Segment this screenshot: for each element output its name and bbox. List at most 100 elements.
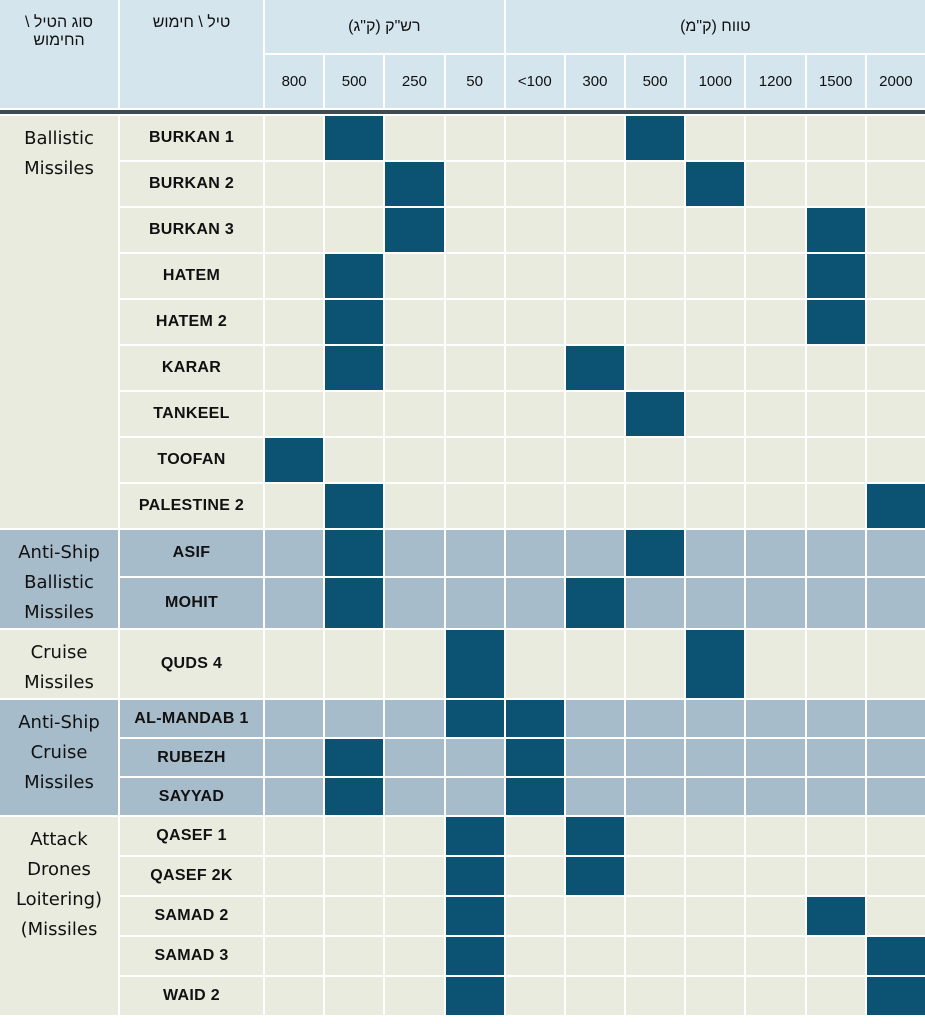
header-range-2000: 2000 <box>866 55 925 108</box>
header-range-lt100: <100 <box>505 55 564 108</box>
range-cell <box>686 116 745 160</box>
warhead-cell <box>385 392 444 436</box>
warhead-cell-filled <box>265 438 324 482</box>
range-cell <box>866 778 925 815</box>
range-cell-filled <box>806 208 865 252</box>
weapon-name: BURKAN 3 <box>120 208 263 252</box>
range-cell <box>746 484 805 528</box>
table-row: BURKAN 2 <box>0 162 925 206</box>
range-cell <box>806 630 865 698</box>
table-row: KARAR <box>0 346 925 390</box>
warhead-cell-filled <box>445 897 504 935</box>
weapon-name: MOHIT <box>120 577 263 628</box>
header-warhead-50: 50 <box>445 55 504 108</box>
warhead-cell <box>265 937 324 975</box>
weapon-name: BURKAN 2 <box>120 162 263 206</box>
range-cell <box>806 392 865 436</box>
warhead-cell-filled <box>325 484 384 528</box>
warhead-cell <box>385 530 444 576</box>
range-cell <box>746 977 805 1015</box>
header-warhead-500: 500 <box>325 55 384 108</box>
category-label-line: Missiles <box>24 772 94 793</box>
header-warhead-800: 800 <box>265 55 324 108</box>
category-label-line: Ballistic <box>24 128 94 149</box>
range-cell <box>686 208 745 252</box>
range-cell <box>626 897 685 935</box>
table-row: TANKEEL <box>0 392 925 436</box>
range-cell <box>746 857 805 895</box>
range-cell <box>746 778 805 815</box>
category-label-line: Cruise <box>30 742 88 763</box>
range-cell <box>866 116 925 160</box>
warhead-cell <box>265 700 324 737</box>
range-cell <box>505 346 564 390</box>
warhead-cell-filled <box>325 739 384 776</box>
warhead-cell <box>325 857 384 895</box>
warhead-cell <box>265 897 324 935</box>
range-cell-filled <box>626 116 685 160</box>
category-label: Attack Drones Loitering) (Missiles <box>0 817 118 1015</box>
range-cell <box>746 630 805 698</box>
table-row: Anti-Ship Ballistic Missiles ASIF <box>0 530 925 628</box>
range-cell-filled <box>626 530 685 576</box>
range-cell-filled <box>866 484 925 528</box>
warhead-cell <box>265 977 324 1015</box>
warhead-cell <box>325 700 384 737</box>
category-label: Cruise Missiles <box>0 630 118 698</box>
warhead-cell <box>265 162 324 206</box>
warhead-cell-filled <box>325 254 384 298</box>
warhead-cell <box>265 577 324 628</box>
table-row: HATEM 2 <box>0 300 925 344</box>
range-cell <box>746 392 805 436</box>
warhead-cell-filled <box>325 530 384 576</box>
range-cell-filled <box>686 630 745 698</box>
range-cell <box>686 346 745 390</box>
warhead-cell-filled <box>445 937 504 975</box>
range-cell <box>866 300 925 344</box>
range-cell-filled <box>626 392 685 436</box>
weapon-name: HATEM 2 <box>120 300 263 344</box>
range-cell <box>626 162 685 206</box>
warhead-cell <box>445 300 504 344</box>
warhead-cell-filled <box>445 857 504 895</box>
category-label-line: Attack <box>30 829 88 850</box>
range-cell-filled <box>565 857 625 895</box>
range-cell <box>866 857 925 895</box>
range-cell <box>505 392 564 436</box>
range-cell <box>505 817 564 855</box>
warhead-cell <box>445 116 504 160</box>
warhead-cell <box>385 438 444 482</box>
range-cell <box>806 484 865 528</box>
weapon-name: TOOFAN <box>120 438 263 482</box>
warhead-cell-filled <box>445 630 504 698</box>
range-cell <box>686 739 745 776</box>
category-label-line: Missiles <box>24 602 94 623</box>
weapon-name: SAYYAD <box>120 778 263 815</box>
warhead-cell <box>445 530 504 576</box>
category-label-line: Ballistic <box>24 572 94 593</box>
warhead-cell <box>325 162 384 206</box>
range-cell <box>565 162 625 206</box>
warhead-cell <box>265 392 324 436</box>
weapon-name: QASEF 2K <box>120 857 263 895</box>
warhead-cell <box>265 739 324 776</box>
range-cell <box>806 346 865 390</box>
warhead-cell <box>265 857 324 895</box>
range-cell-filled <box>565 346 625 390</box>
category-label-line: Cruise <box>30 642 88 663</box>
range-cell <box>565 438 625 482</box>
range-cell <box>866 392 925 436</box>
range-cell-filled <box>806 897 865 935</box>
warhead-cell <box>445 208 504 252</box>
table-row: PALESTINE 2 <box>0 484 925 528</box>
range-cell <box>806 739 865 776</box>
warhead-cell <box>325 438 384 482</box>
range-cell <box>806 857 865 895</box>
range-cell <box>565 392 625 436</box>
range-cell <box>626 739 685 776</box>
category-label-line: Missiles <box>24 672 94 693</box>
range-cell <box>565 208 625 252</box>
warhead-cell <box>265 630 324 698</box>
weapon-name: PALESTINE 2 <box>120 484 263 528</box>
